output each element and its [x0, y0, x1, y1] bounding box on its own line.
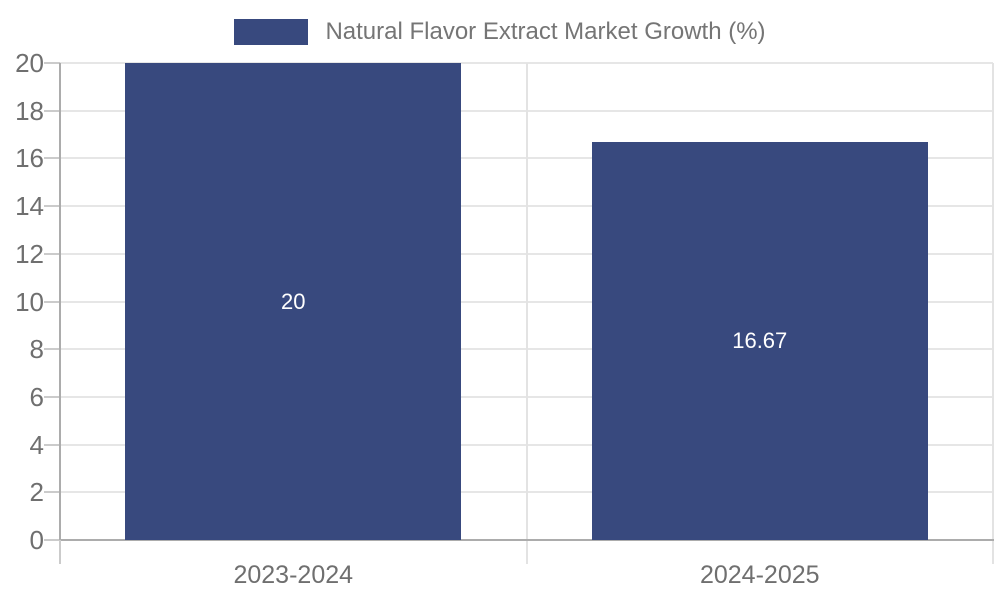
y-tick-label: 0	[29, 525, 44, 555]
y-tick	[44, 205, 60, 208]
y-tick	[44, 109, 60, 112]
y-tick-label: 2	[29, 477, 44, 508]
x-tick	[59, 540, 61, 564]
bar	[125, 63, 462, 540]
y-tick-label: 14	[15, 191, 44, 222]
y-tick-label: 20	[15, 48, 44, 78]
x-tick-label: 2024-2025	[699, 561, 820, 589]
x-axis-line	[59, 539, 994, 541]
x-tick	[992, 540, 994, 564]
y-tick-label: 18	[15, 95, 44, 126]
x-gridline	[525, 63, 528, 540]
legend-swatch	[234, 19, 309, 45]
y-tick-label: 6	[29, 381, 44, 412]
y-tick-label: 4	[29, 429, 44, 460]
y-tick	[44, 252, 60, 255]
bar-value-label: 20	[281, 288, 306, 314]
y-tick-label: 10	[15, 286, 44, 317]
y-axis-line	[59, 63, 61, 540]
y-tick	[44, 157, 60, 160]
y-tick-label: 16	[15, 143, 44, 174]
y-tick-label: 12	[15, 238, 44, 269]
y-tick	[44, 491, 60, 494]
x-gridline	[992, 63, 994, 540]
bar-value-label: 16.67	[732, 328, 788, 354]
x-tick	[525, 540, 528, 564]
legend-label: Natural Flavor Extract Market Growth (%)	[325, 18, 766, 45]
y-tick	[44, 539, 60, 541]
y-tick	[44, 443, 60, 446]
bar	[591, 142, 928, 540]
y-tick	[44, 348, 60, 351]
x-tick-label: 2023-2024	[233, 561, 354, 589]
legend: Natural Flavor Extract Market Growth (%)	[0, 14, 1000, 50]
y-tick	[44, 395, 60, 398]
y-tick-label: 8	[29, 334, 44, 365]
y-tick	[44, 300, 60, 303]
y-tick	[44, 62, 60, 64]
